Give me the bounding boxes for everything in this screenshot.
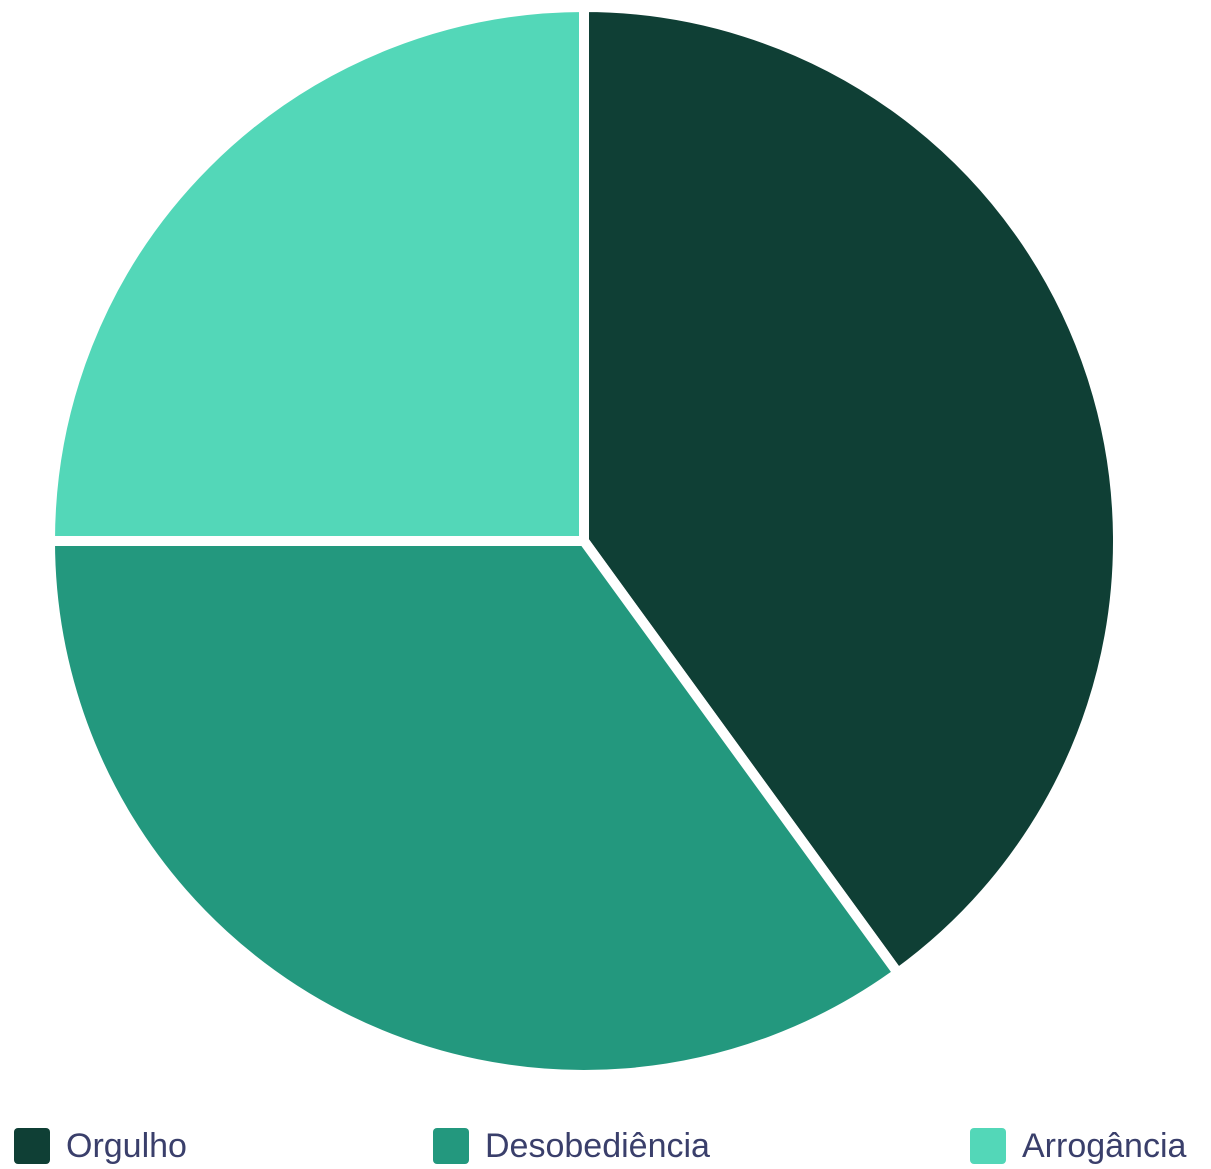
legend: Orgulho Desobediência Arrogância (0, 1126, 1211, 1166)
legend-item-arrogancia[interactable]: Arrogância (970, 1126, 1186, 1166)
pie-slice-desobediencia[interactable] (45, 536, 903, 1080)
legend-item-desobediencia[interactable]: Desobediência (433, 1126, 710, 1166)
legend-label-orgulho: Orgulho (66, 1127, 187, 1165)
pie-slice-orgulho[interactable] (579, 2, 1123, 979)
legend-swatch-orgulho (14, 1128, 50, 1164)
legend-swatch-desobediencia (433, 1128, 469, 1164)
legend-swatch-arrogancia (970, 1128, 1006, 1164)
legend-item-orgulho[interactable]: Orgulho (14, 1126, 187, 1166)
pie-slice-arrogancia[interactable] (45, 2, 589, 546)
legend-label-arrogancia: Arrogância (1022, 1127, 1187, 1165)
legend-label-desobediencia: Desobediência (485, 1127, 710, 1165)
